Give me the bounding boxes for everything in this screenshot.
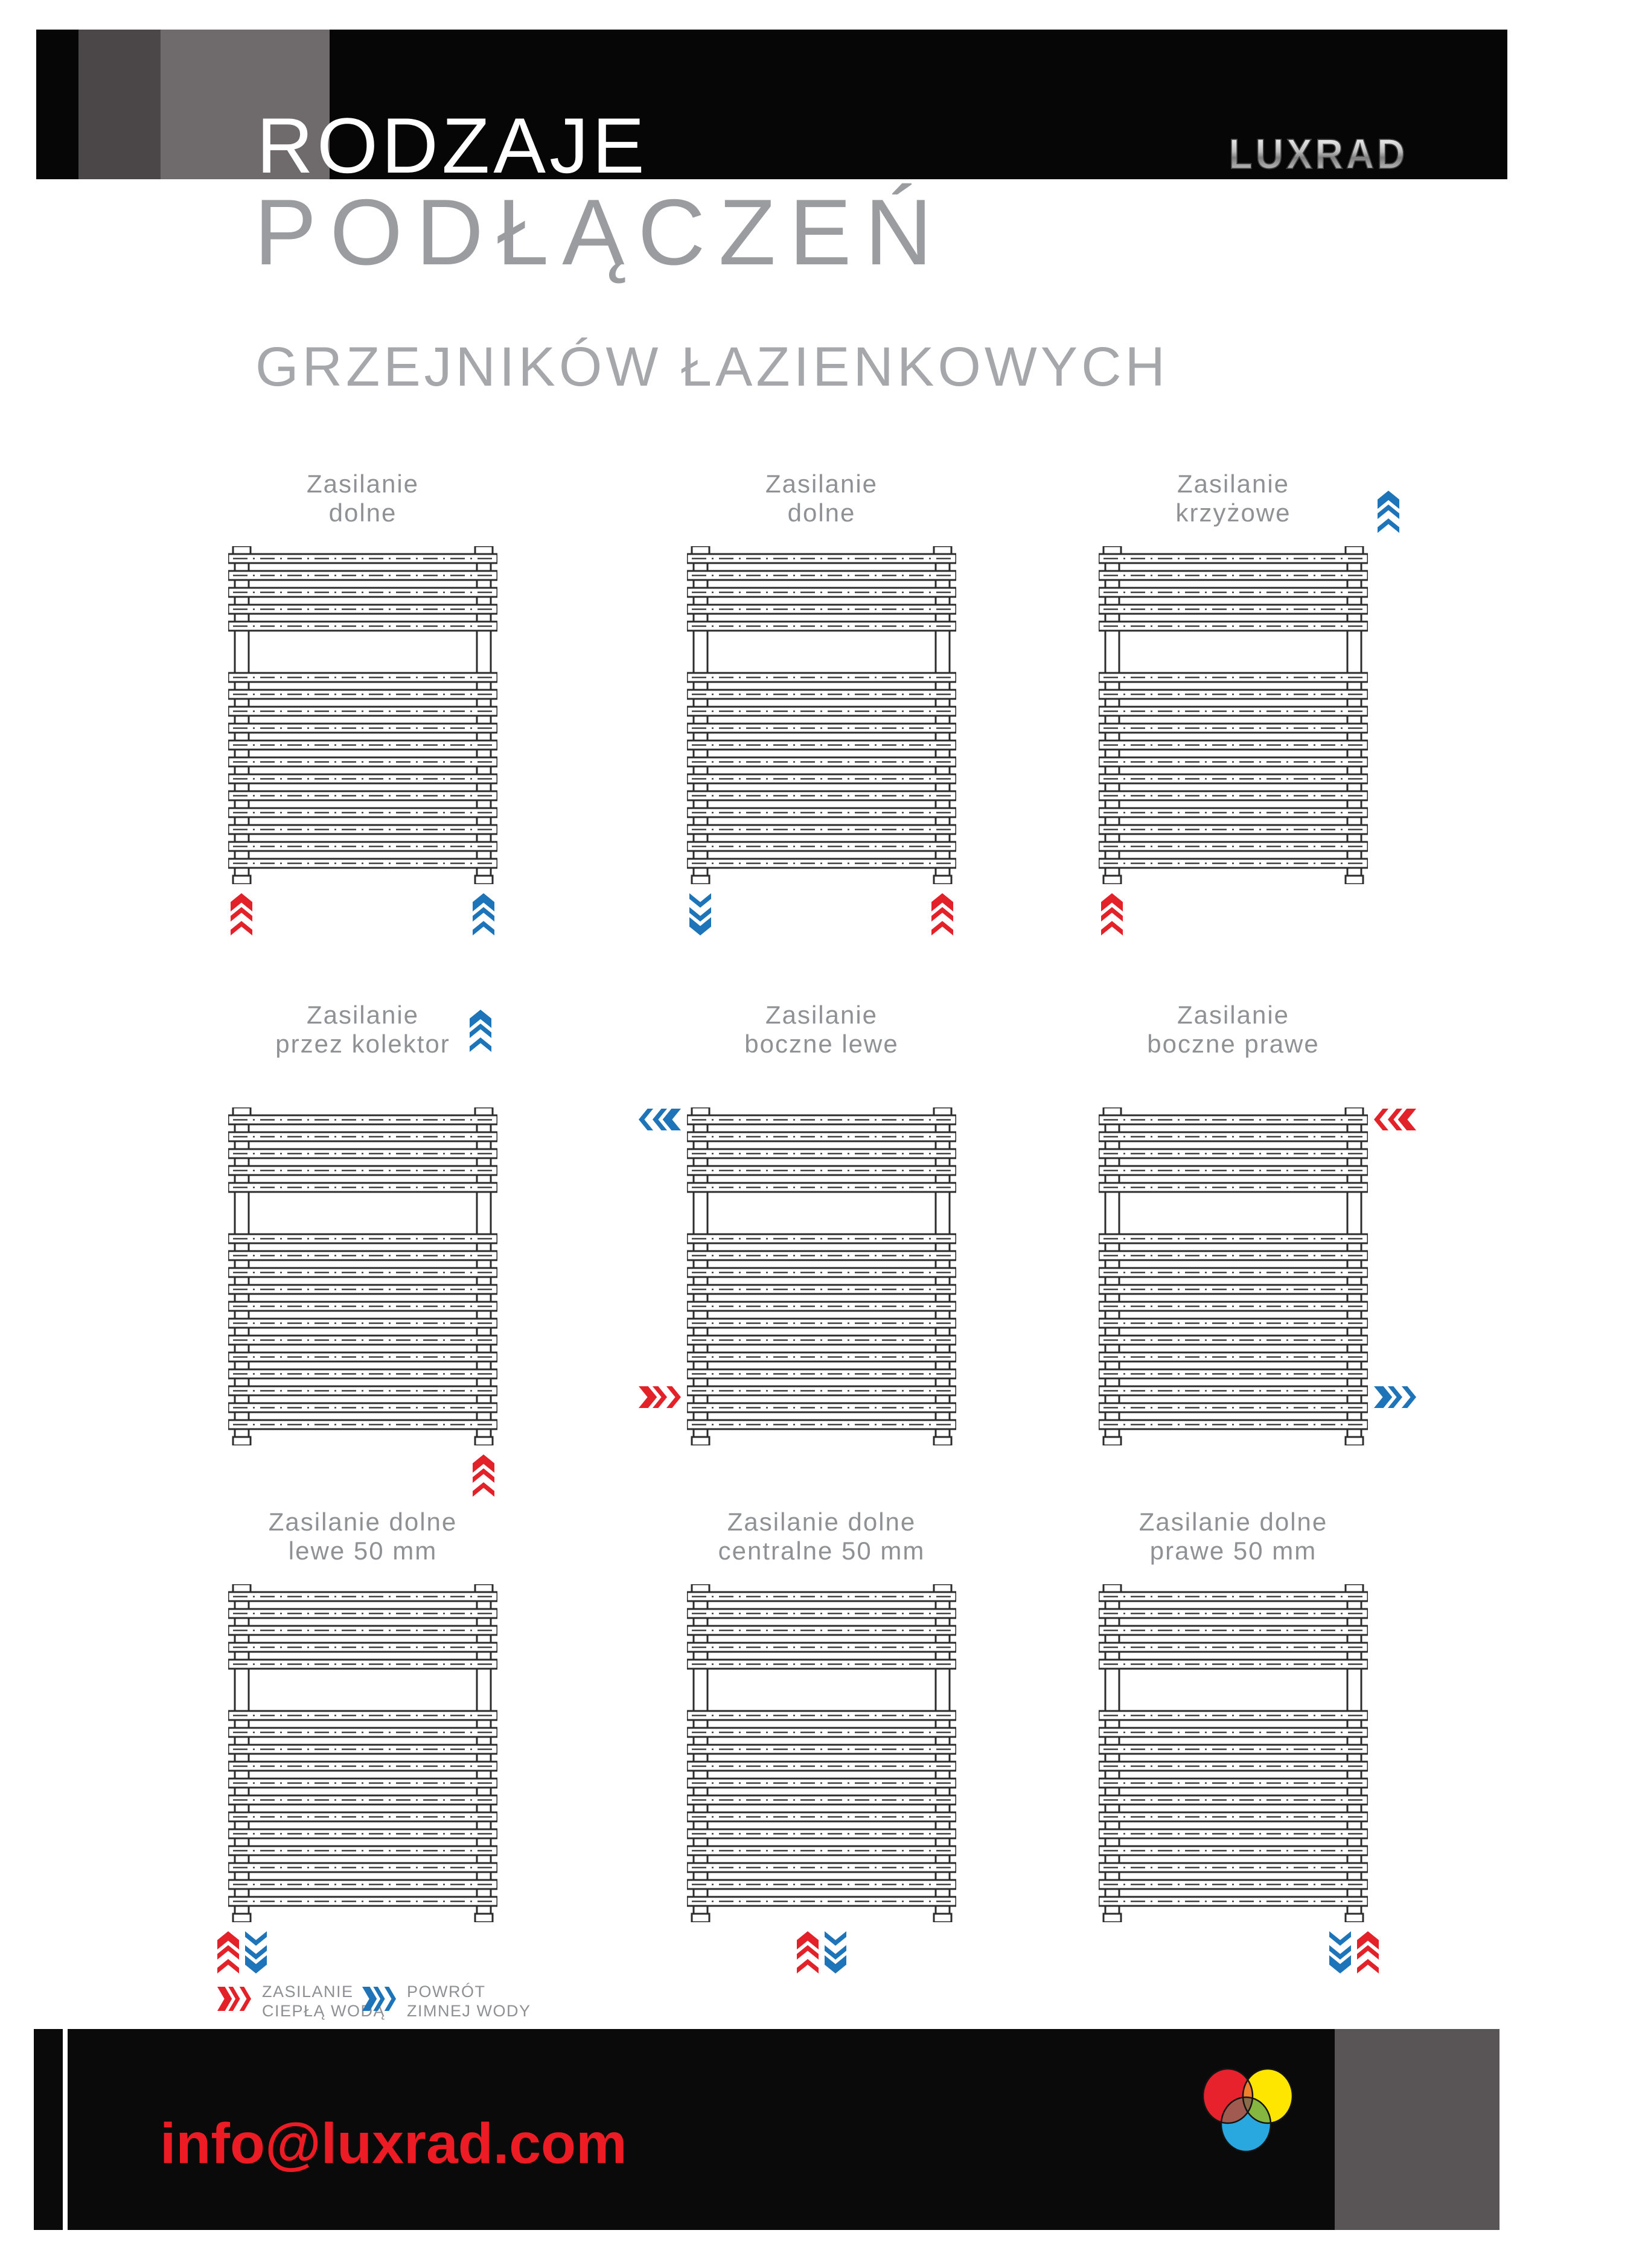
arrow-cold-down: [689, 893, 711, 935]
radiator-diagram: [1099, 546, 1368, 884]
card-zasilanie-dolne-lewe-50: Zasilanie dolne lewe 50 mm: [156, 1508, 570, 1983]
radiator-diagram: [1099, 1584, 1368, 1922]
luxrad-logo-text: LUXRAD: [1228, 130, 1408, 177]
page-title-line2: PODŁĄCZEŃ: [254, 180, 946, 284]
legend-hot-label: ZASILANIE CIEPŁĄ WODĄ: [262, 1983, 386, 2020]
arrow-hot-up: [1101, 893, 1123, 935]
card-label: Zasilanie dolne lewe 50 mm: [268, 1508, 458, 1565]
radiator-diagram: [228, 1584, 497, 1922]
arrow-cold-left: [639, 1109, 681, 1130]
radiator-diagram: [687, 1107, 956, 1445]
arrow-cold-down: [1329, 1931, 1351, 1973]
cmy-venn-logo-icon: [1202, 2068, 1294, 2153]
card-zasilanie-krzyzowe: Zasilanie krzyżowe: [1026, 470, 1440, 944]
arrow-cold-right: [1374, 1386, 1416, 1408]
flow-arrow-right-icon: [362, 1987, 396, 2011]
legend-hot-arrow-icon: [217, 1987, 251, 2014]
arrow-cold-up: [473, 893, 494, 935]
arrow-hot-right: [639, 1386, 681, 1408]
footer-gray-block: [1335, 2029, 1499, 2230]
arrow-hot-up: [231, 893, 252, 935]
card-zasilanie-dolne-1: Zasilanie dolne: [156, 470, 570, 944]
arrow-hot-left: [1374, 1109, 1416, 1130]
arrow-cold-up: [1378, 491, 1399, 533]
card-label: Zasilanie dolne prawe 50 mm: [1139, 1508, 1328, 1565]
card-zasilanie-dolne-prawe-50: Zasilanie dolne prawe 50 mm: [1026, 1508, 1440, 1983]
page-subtitle: GRZEJNIKÓW ŁAZIENKOWYCH: [255, 336, 1169, 398]
luxrad-logo: LUXRAD: [1178, 129, 1458, 179]
card-label: Zasilanie dolne: [306, 470, 420, 527]
radiator-diagram: [687, 546, 956, 884]
card-label: Zasilanie dolne centralne 50 mm: [718, 1508, 925, 1565]
card-zasilanie-boczne-prawe: Zasilanie boczne prawe: [1026, 1001, 1440, 1506]
radiator-diagram: [228, 546, 497, 884]
card-label: Zasilanie boczne lewe: [744, 1001, 899, 1058]
card-zasilanie-boczne-lewe: Zasilanie boczne lewe: [615, 1001, 1029, 1506]
arrow-cold-down: [825, 1931, 846, 1973]
arrow-cold-up: [470, 1010, 491, 1052]
page-title-line1: RODZAJE: [257, 101, 648, 190]
header-stripe-dark: [78, 30, 161, 179]
card-zasilanie-dolne-centralne-50: Zasilanie dolne centralne 50 mm: [615, 1508, 1029, 1983]
legend-cold-arrow-icon: [362, 1987, 396, 2014]
contact-email: info@luxrad.com: [160, 2112, 627, 2176]
header-stripe-light: [161, 30, 330, 179]
card-label: Zasilanie krzyżowe: [1175, 470, 1291, 527]
legend-cold-label: POWRÓT ZIMNEJ WODY: [407, 1983, 531, 2020]
radiator-diagram: [687, 1584, 956, 1922]
arrow-hot-up: [797, 1931, 819, 1973]
card-zasilanie-przez-kolektor: Zasilanie przez kolektor: [156, 1001, 570, 1506]
flow-arrow-right-icon: [217, 1987, 251, 2011]
arrow-cold-down: [245, 1931, 267, 1973]
footer-black-strip: [34, 2029, 63, 2230]
footer-black-band: [68, 2029, 1335, 2230]
card-zasilanie-dolne-2: Zasilanie dolne: [615, 470, 1029, 944]
card-label: Zasilanie przez kolektor: [275, 1001, 450, 1058]
card-label: Zasilanie boczne prawe: [1147, 1001, 1320, 1058]
arrow-hot-up: [473, 1454, 494, 1497]
arrow-hot-up: [1357, 1931, 1379, 1973]
radiator-diagram: [228, 1107, 497, 1445]
card-label: Zasilanie dolne: [765, 470, 878, 527]
arrow-hot-up: [217, 1931, 239, 1973]
radiator-diagram: [1099, 1107, 1368, 1445]
arrow-hot-up: [931, 893, 953, 935]
